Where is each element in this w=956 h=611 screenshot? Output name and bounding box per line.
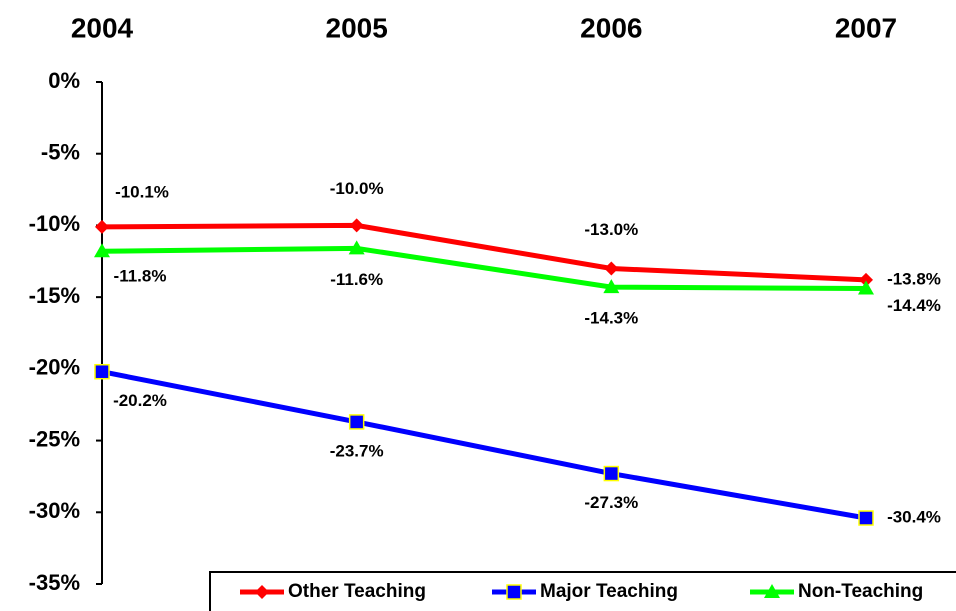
marker (348, 414, 365, 430)
data-label: -14.4% (887, 296, 941, 315)
x-tick-label: 2005 (326, 12, 388, 43)
legend-label: Non-Teaching (798, 581, 923, 602)
series-line (101, 245, 867, 292)
data-label: -27.3% (584, 493, 638, 512)
data-label: -23.7% (330, 441, 384, 460)
y-tick-label: -35% (29, 570, 80, 595)
data-label: -30.4% (887, 508, 941, 527)
marker (95, 219, 109, 234)
marker (604, 261, 619, 276)
marker (348, 240, 365, 255)
marker (255, 585, 269, 599)
y-tick-label: -30% (29, 498, 80, 523)
y-tick-label: 0% (48, 68, 80, 93)
data-label: -11.6% (330, 270, 383, 289)
y-tick-label: -20% (29, 355, 80, 380)
data-label: -10.0% (330, 179, 384, 198)
legend-box (209, 571, 956, 611)
marker (858, 280, 874, 295)
marker (94, 243, 110, 258)
x-tick-label: 2004 (71, 12, 134, 43)
x-tick-label: 2007 (835, 12, 897, 43)
marker (603, 465, 620, 482)
marker (94, 363, 110, 380)
series-line (101, 369, 867, 521)
data-label: -20.2% (113, 391, 167, 410)
marker (349, 218, 364, 233)
legend-label: Major Teaching (540, 581, 678, 602)
y-tick-label: -25% (29, 426, 80, 451)
y-tick-label: -15% (29, 283, 80, 308)
marker (859, 272, 873, 287)
marker (506, 584, 522, 600)
marker (603, 279, 620, 294)
data-label: -14.3% (584, 309, 638, 328)
x-tick-label: 2006 (580, 12, 642, 43)
data-label: -13.8% (887, 269, 941, 288)
legend-label: Other Teaching (288, 581, 426, 602)
data-label: -13.0% (584, 220, 638, 239)
series-line (101, 222, 867, 283)
marker (858, 510, 874, 526)
y-tick-label: -10% (29, 211, 80, 236)
data-label: -10.1% (115, 182, 169, 201)
marker (764, 584, 780, 598)
data-label: -11.8% (114, 267, 167, 286)
y-tick-label: -5% (41, 140, 80, 165)
